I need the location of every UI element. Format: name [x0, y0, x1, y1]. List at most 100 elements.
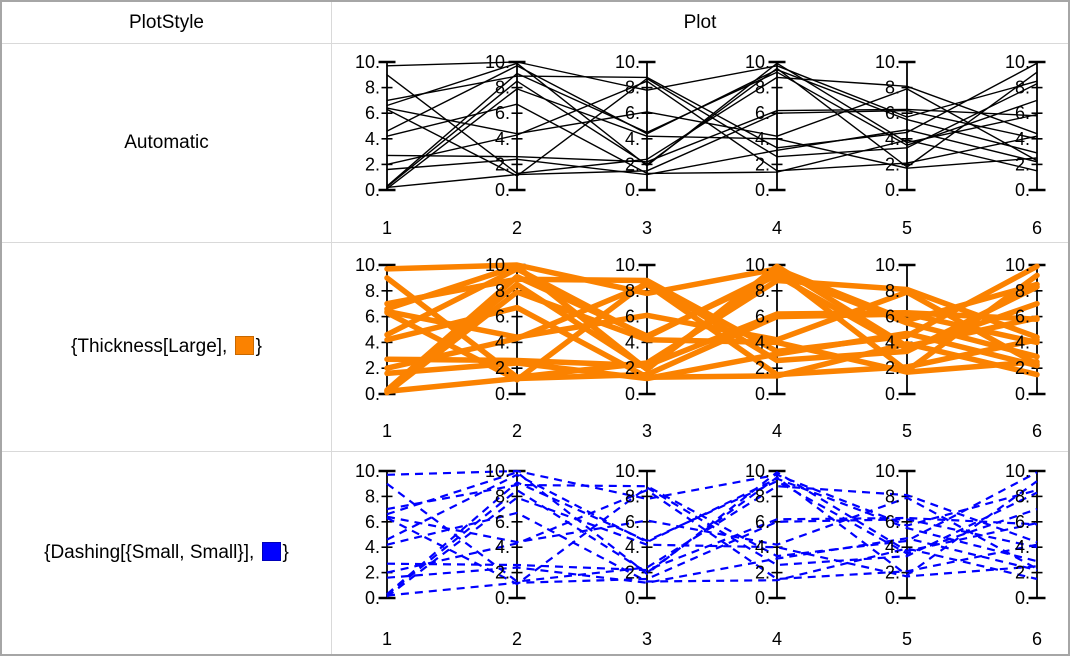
axis-tick-label: 0.	[495, 588, 510, 608]
axis-tick-label: 8.	[625, 486, 640, 506]
axis-tick-label: 8.	[755, 281, 770, 301]
axis-tick-label: 6.	[365, 103, 380, 123]
axis-tick-label: 10.	[745, 52, 770, 72]
axis-tick-label: 2.	[625, 358, 640, 378]
axis-number-label: 1	[382, 629, 392, 649]
plot-cell-automatic: 0. 2. 4. 6. 8. 10. 1 0. 2. 4. 6. 8. 10. 2 0. 2. 4. 6. 8. 10…	[332, 44, 1068, 243]
axis-tick-label: 4.	[755, 332, 770, 352]
axis-tick-label: 6.	[1015, 103, 1030, 123]
plotstyle-label: {Dashing[{Small, Small}], }	[44, 542, 289, 564]
series-line	[386, 470, 1038, 557]
series-line	[386, 71, 1038, 187]
axis-number-label: 3	[642, 421, 652, 441]
axis-number-label: 6	[1032, 218, 1042, 238]
axis-tick-label: 4.	[755, 537, 770, 557]
axis-tick-label: 0.	[365, 384, 380, 404]
axis-tick-label: 6.	[885, 103, 900, 123]
axis-tick-label: 8.	[365, 78, 380, 98]
series-line	[386, 80, 1038, 172]
axis-tick-label: 2.	[365, 562, 380, 582]
parallel-axis-plot-automatic: 0.2.4.6.8.10.10.2.4.6.8.10.20.2.4.6.8.10…	[355, 52, 1046, 238]
plotstyle-cell-automatic: Automatic	[2, 44, 332, 243]
series-line	[386, 65, 1038, 154]
axis-tick-label: 0.	[625, 588, 640, 608]
axis-tick-label: 2.	[365, 154, 380, 174]
axis-tick-label: 2.	[365, 358, 380, 378]
plotstyle-text: Automatic	[124, 132, 209, 153]
series-line	[386, 470, 1038, 575]
axis-tick-label: 8.	[495, 78, 510, 98]
axis-tick-label: 8.	[365, 486, 380, 506]
axis-tick-label: 0.	[885, 588, 900, 608]
axis-tick-label: 4.	[885, 332, 900, 352]
axis-tick-label: 6.	[755, 103, 770, 123]
axis-tick-label: 10.	[745, 461, 770, 481]
axis-tick-label: 2.	[885, 154, 900, 174]
axis-tick-label: 2.	[625, 562, 640, 582]
axis-tick-label: 0.	[755, 384, 770, 404]
axis-tick-label: 0.	[885, 384, 900, 404]
series-line	[386, 482, 1038, 583]
axis-number-label: 5	[902, 218, 912, 238]
axis-tick-label: 6.	[755, 307, 770, 327]
axis-tick-label: 10.	[355, 461, 380, 481]
axis-tick-label: 10.	[615, 461, 640, 481]
plotstyle-label: {Thickness[Large], }	[71, 336, 262, 358]
axis-number-label: 3	[642, 629, 652, 649]
axis-tick-label: 2.	[755, 358, 770, 378]
axis-tick-label: 4.	[495, 129, 510, 149]
axis-tick-label: 0.	[1015, 588, 1030, 608]
axis-number-label: 2	[512, 421, 522, 441]
series-line	[386, 469, 1038, 527]
axis-tick-label: 2.	[885, 562, 900, 582]
axis-tick-label: 6.	[495, 511, 510, 531]
series-line	[386, 103, 1038, 175]
axis-tick-label: 10.	[875, 52, 900, 72]
axis-tick-label: 6.	[365, 511, 380, 531]
axis-tick-label: 0.	[365, 588, 380, 608]
axis-number-label: 2	[512, 629, 522, 649]
axis-tick-label: 10.	[615, 255, 640, 275]
axis-number-label: 1	[382, 421, 392, 441]
axis-number-label: 3	[642, 218, 652, 238]
series-line	[386, 516, 1038, 571]
axis-tick-label: 10.	[485, 255, 510, 275]
axis-tick-label: 8.	[625, 281, 640, 301]
axis-tick-label: 6.	[625, 307, 640, 327]
color-swatch-orange	[234, 336, 254, 355]
axis-number-label: 4	[772, 218, 782, 238]
axis-tick-label: 4.	[495, 332, 510, 352]
axis-tick-label: 4.	[625, 537, 640, 557]
axis-number-label: 4	[772, 421, 782, 441]
series-line	[384, 311, 1040, 395]
axis-tick-label: 10.	[485, 52, 510, 72]
axis-tick-label: 6.	[365, 307, 380, 327]
axis-number-label: 6	[1032, 629, 1042, 649]
series-line	[386, 496, 1038, 598]
axis-tick-label: 0.	[495, 180, 510, 200]
series-line	[386, 517, 1038, 597]
axis-tick-label: 10.	[615, 52, 640, 72]
axis-number-label: 2	[512, 218, 522, 238]
plotstyle-text: {Thickness[Large],	[71, 336, 233, 357]
axis-tick-label: 4.	[885, 537, 900, 557]
header-plotstyle: PlotStyle	[2, 2, 332, 44]
series-line	[386, 88, 1038, 190]
series-line	[386, 488, 1038, 580]
axis-tick-label: 6.	[1015, 511, 1030, 531]
axis-tick-label: 4.	[625, 129, 640, 149]
axis-tick-label: 6.	[495, 103, 510, 123]
axis-number-label: 5	[902, 421, 912, 441]
series-line	[386, 511, 1038, 583]
axis-tick-label: 10.	[1005, 461, 1030, 481]
axis-tick-label: 0.	[625, 384, 640, 404]
axis-tick-label: 4.	[365, 332, 380, 352]
axis-tick-label: 6.	[1015, 307, 1030, 327]
axis-tick-label: 10.	[875, 255, 900, 275]
axis-tick-label: 4.	[1015, 537, 1030, 557]
axis-tick-label: 2.	[625, 154, 640, 174]
parallel-axis-plot-dashing: 0.2.4.6.8.10.10.2.4.6.8.10.20.2.4.6.8.10…	[355, 461, 1046, 649]
axis-tick-label: 8.	[365, 281, 380, 301]
axis-tick-label: 10.	[485, 461, 510, 481]
